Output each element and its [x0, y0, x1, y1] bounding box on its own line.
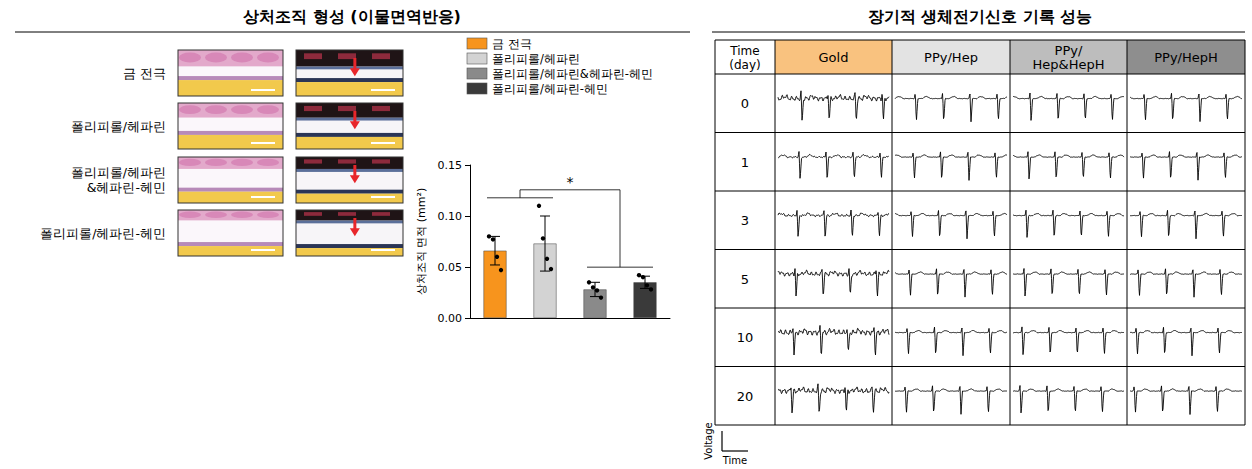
svg-text:Hep&HepH: Hep&HepH	[1033, 57, 1105, 72]
svg-text:금 전극: 금 전극	[123, 66, 166, 81]
svg-text:상처조직 형성 (이물면역반응): 상처조직 형성 (이물면역반응)	[243, 7, 461, 26]
svg-text:폴리피롤/헤파린&헤파린-헤민: 폴리피롤/헤파린&헤파린-헤민	[492, 67, 653, 81]
svg-text:10: 10	[737, 330, 754, 345]
svg-text:Time: Time	[722, 455, 747, 466]
svg-text:5: 5	[741, 272, 749, 287]
svg-text:Time: Time	[729, 44, 759, 58]
svg-text:폴리피롤/헤파린-헤민: 폴리피롤/헤파린-헤민	[492, 82, 608, 96]
svg-text:Voltage: Voltage	[703, 422, 714, 460]
svg-text:폴리피롤/헤파린-헤민: 폴리피롤/헤파린-헤민	[40, 226, 166, 241]
svg-text:폴리피롤/헤파린: 폴리피롤/헤파린	[492, 52, 580, 66]
svg-text:폴리피롤/헤파린: 폴리피롤/헤파린	[71, 165, 166, 180]
svg-text:*: *	[567, 174, 574, 190]
svg-text:상처조직 면적 (mm²): 상처조직 면적 (mm²)	[415, 188, 428, 295]
svg-text:금 전극: 금 전극	[492, 37, 532, 51]
svg-text:PPy/Hep: PPy/Hep	[924, 50, 978, 65]
svg-text:&헤파린-헤민: &헤파린-헤민	[87, 180, 166, 195]
svg-text:0.15: 0.15	[438, 159, 463, 172]
svg-text:1: 1	[741, 155, 749, 170]
svg-text:장기적 생체전기신호 기록 성능: 장기적 생체전기신호 기록 성능	[868, 7, 1093, 26]
svg-text:폴리피롤/헤파린: 폴리피롤/헤파린	[71, 119, 166, 134]
svg-text:PPy/: PPy/	[1055, 43, 1083, 58]
svg-text:0: 0	[741, 96, 749, 111]
svg-text:PPy/HepH: PPy/HepH	[1154, 50, 1218, 65]
svg-text:Gold: Gold	[819, 50, 849, 65]
svg-text:(day): (day)	[729, 58, 760, 72]
svg-text:3: 3	[741, 213, 749, 228]
svg-text:0.10: 0.10	[438, 210, 463, 223]
svg-text:0.00: 0.00	[438, 312, 463, 325]
svg-text:0.05: 0.05	[438, 261, 463, 274]
svg-text:20: 20	[737, 389, 754, 404]
